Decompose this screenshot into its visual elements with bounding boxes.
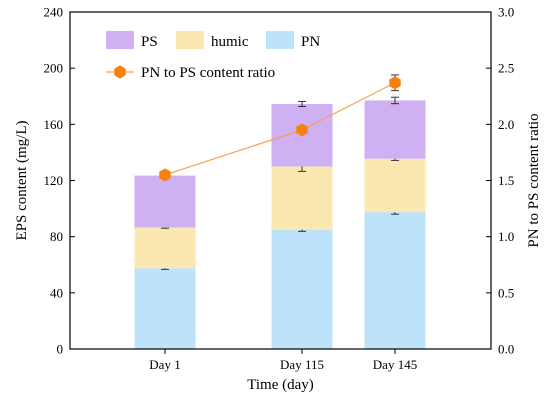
y-tick-label: 160 — [44, 117, 64, 132]
ratio-marker-2 — [296, 123, 308, 137]
legend-label-ratio: PN to PS content ratio — [141, 65, 275, 81]
legend-label-humic: humic — [211, 34, 249, 50]
bar-ps-1 — [134, 175, 196, 228]
y-tick-label: 80 — [50, 229, 63, 244]
bar-humic-2 — [271, 166, 333, 230]
y-right-tick-label: 1.5 — [498, 173, 514, 188]
y-right-tick-label: 3.0 — [498, 5, 514, 20]
y-tick-label: 0 — [57, 342, 64, 357]
legend-swatch-humic — [176, 31, 204, 49]
legend-swatch-pn — [266, 31, 294, 49]
y-tick-label: 40 — [50, 285, 63, 300]
legend-label-pn: PN — [301, 34, 320, 50]
y-right-tick-label: 2.5 — [498, 61, 514, 76]
x-tick-label: Day 145 — [373, 357, 417, 372]
bar-humic-1 — [134, 227, 196, 269]
legend: PS humic PN PN to PS content ratio — [106, 31, 320, 81]
bar-humic-3 — [364, 158, 426, 213]
bar-pn-3 — [364, 212, 426, 349]
y-right-tick-label: 0.0 — [498, 342, 514, 357]
error-bar-ps-2 — [298, 100, 306, 108]
bar-pn-2 — [271, 229, 333, 349]
y-right-tick-label: 0.5 — [498, 285, 514, 300]
y-axis-label: EPS content (mg/L) — [14, 121, 30, 241]
bar-ps-3 — [364, 100, 426, 159]
y-tick-label: 240 — [44, 5, 64, 20]
x-tick-label: Day 1 — [149, 357, 180, 372]
y-right-tick-label: 1.0 — [498, 229, 514, 244]
legend-label-ps: PS — [141, 34, 158, 50]
y-tick-label: 200 — [44, 61, 64, 76]
y-axis-right-label: PN to PS content ratio — [526, 113, 542, 247]
ratio-marker-3 — [389, 76, 401, 90]
y-tick-label: 120 — [44, 173, 64, 188]
ratio-marker-1 — [159, 168, 171, 182]
bar-pn-1 — [134, 268, 196, 349]
y-right-tick-label: 2.0 — [498, 117, 514, 132]
legend-swatch-ps — [106, 31, 134, 49]
legend-marker-ratio — [114, 65, 126, 79]
x-tick-label: Day 115 — [280, 357, 324, 372]
error-bar-ps-3 — [391, 96, 399, 105]
x-axis-label: Time (day) — [247, 377, 314, 393]
